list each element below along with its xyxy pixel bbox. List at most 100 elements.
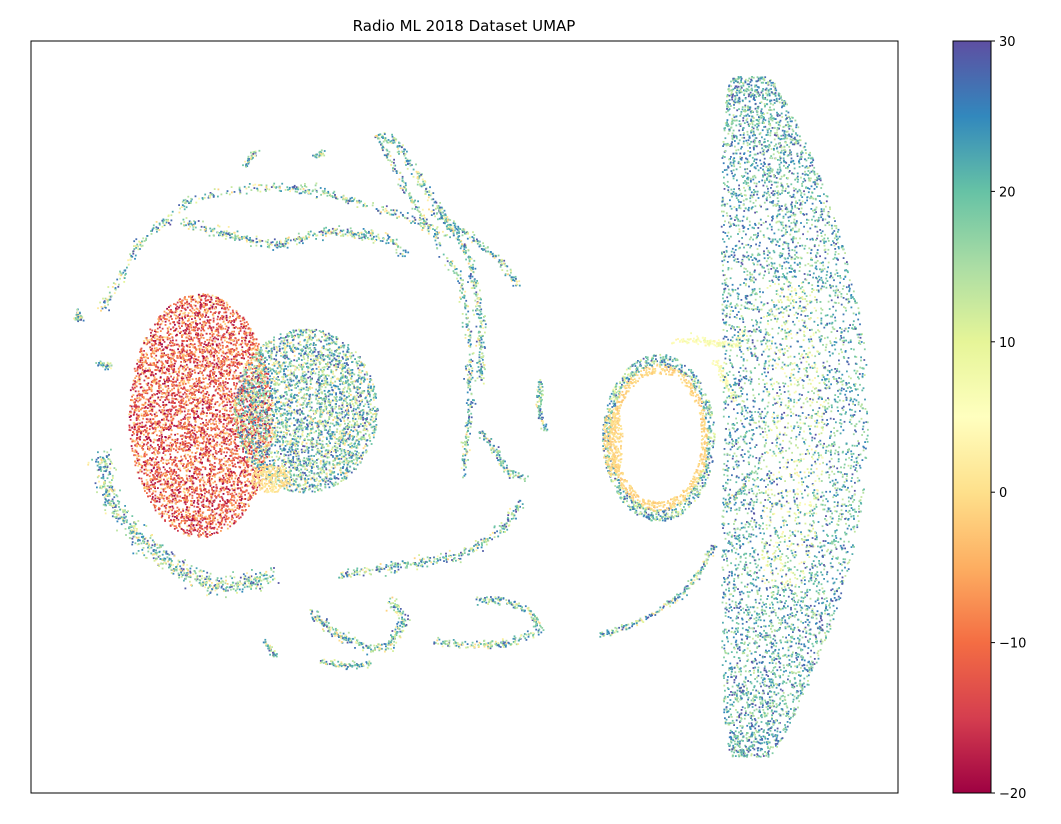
scatter-point: [153, 541, 155, 543]
scatter-point: [231, 496, 233, 499]
scatter-point: [143, 425, 146, 428]
scatter-point: [176, 376, 179, 379]
scatter-point: [250, 575, 253, 578]
scatter-point: [256, 581, 258, 584]
scatter-point: [221, 307, 223, 310]
scatter-point: [102, 473, 105, 476]
scatter-point: [218, 349, 221, 352]
scatter-point: [181, 378, 184, 381]
scatter-point: [206, 386, 209, 389]
scatter-point: [172, 326, 175, 329]
scatter-point: [277, 582, 280, 584]
scatter-point: [77, 319, 80, 322]
scatter-point: [142, 389, 144, 392]
scatter-point: [186, 404, 189, 406]
scatter-point: [266, 385, 269, 388]
scatter-point: [119, 508, 121, 511]
scatter-point: [164, 487, 167, 490]
scatter-point: [242, 409, 244, 412]
scatter-point: [205, 444, 207, 447]
scatter-point: [246, 375, 248, 378]
scatter-point: [191, 378, 194, 381]
scatter-point: [234, 436, 237, 439]
scatter-point: [189, 446, 192, 449]
scatter-point: [250, 453, 253, 455]
scatter-point: [171, 354, 174, 357]
scatter-point: [105, 489, 108, 491]
scatter-point: [150, 390, 153, 393]
scatter-point: [142, 461, 145, 463]
scatter-point: [115, 513, 118, 515]
scatter-point: [201, 429, 203, 431]
scatter-point: [254, 579, 257, 582]
scatter-point: [219, 394, 222, 396]
scatter-point: [134, 454, 136, 456]
scatter-point: [187, 575, 190, 578]
scatter-point: [223, 384, 225, 387]
scatter-point: [198, 316, 200, 319]
scatter-point: [226, 305, 229, 308]
scatter-point: [238, 584, 241, 586]
scatter-point: [166, 470, 168, 472]
scatter-point: [174, 516, 176, 518]
scatter-point: [219, 377, 222, 379]
scatter-point: [123, 516, 125, 519]
scatter-point: [173, 555, 176, 558]
scatter-point: [229, 395, 231, 398]
scatter-point: [161, 345, 163, 348]
scatter-point: [211, 396, 213, 399]
scatter-point: [250, 406, 253, 409]
scatter-point: [235, 474, 238, 477]
scatter-point: [231, 584, 233, 587]
scatter-point: [231, 339, 233, 341]
scatter-point: [224, 386, 227, 389]
scatter-point: [164, 414, 167, 417]
scatter-point: [223, 395, 226, 397]
scatter-point: [210, 418, 212, 421]
scatter-point: [156, 478, 158, 480]
scatter-point: [172, 498, 174, 501]
scatter-point: [189, 580, 191, 583]
scatter-point: [165, 552, 168, 555]
scatter-point: [102, 364, 105, 366]
scatter-point: [266, 580, 269, 582]
scatter-point: [230, 360, 233, 363]
scatter-point: [199, 518, 202, 520]
scatter-point: [243, 321, 246, 324]
scatter-point: [198, 499, 201, 502]
scatter-point: [163, 561, 165, 564]
scatter-point: [112, 502, 115, 505]
scatter-point: [141, 552, 144, 554]
scatter-point: [117, 502, 120, 505]
scatter-point: [206, 357, 209, 360]
scatter-point: [225, 301, 228, 304]
scatter-point: [205, 344, 207, 346]
scatter-point: [163, 448, 166, 451]
scatter-point: [245, 334, 248, 337]
scatter-point: [215, 587, 218, 590]
scatter-point: [202, 302, 205, 304]
scatter-point: [182, 529, 185, 531]
scatter-point: [208, 478, 211, 481]
scatter-point: [200, 577, 203, 580]
scatter-point: [208, 531, 211, 533]
scatter-point: [158, 316, 161, 318]
scatter-point: [176, 343, 179, 346]
scatter-point: [221, 364, 224, 367]
scatter-point: [156, 434, 158, 437]
scatter-point: [165, 475, 167, 478]
scatter-point: [247, 579, 250, 581]
scatter-point: [213, 474, 216, 477]
scatter-point: [237, 392, 240, 395]
scatter-point: [226, 467, 228, 469]
scatter-point: [146, 427, 148, 429]
scatter-point: [189, 525, 192, 528]
scatter-point: [216, 318, 219, 321]
scatter-point: [204, 492, 206, 495]
scatter-point: [196, 406, 199, 409]
scatter-point: [264, 402, 266, 405]
scatter-point: [167, 385, 170, 387]
scatter-point: [107, 489, 110, 492]
scatter-point: [176, 355, 179, 357]
scatter-point: [183, 530, 185, 533]
